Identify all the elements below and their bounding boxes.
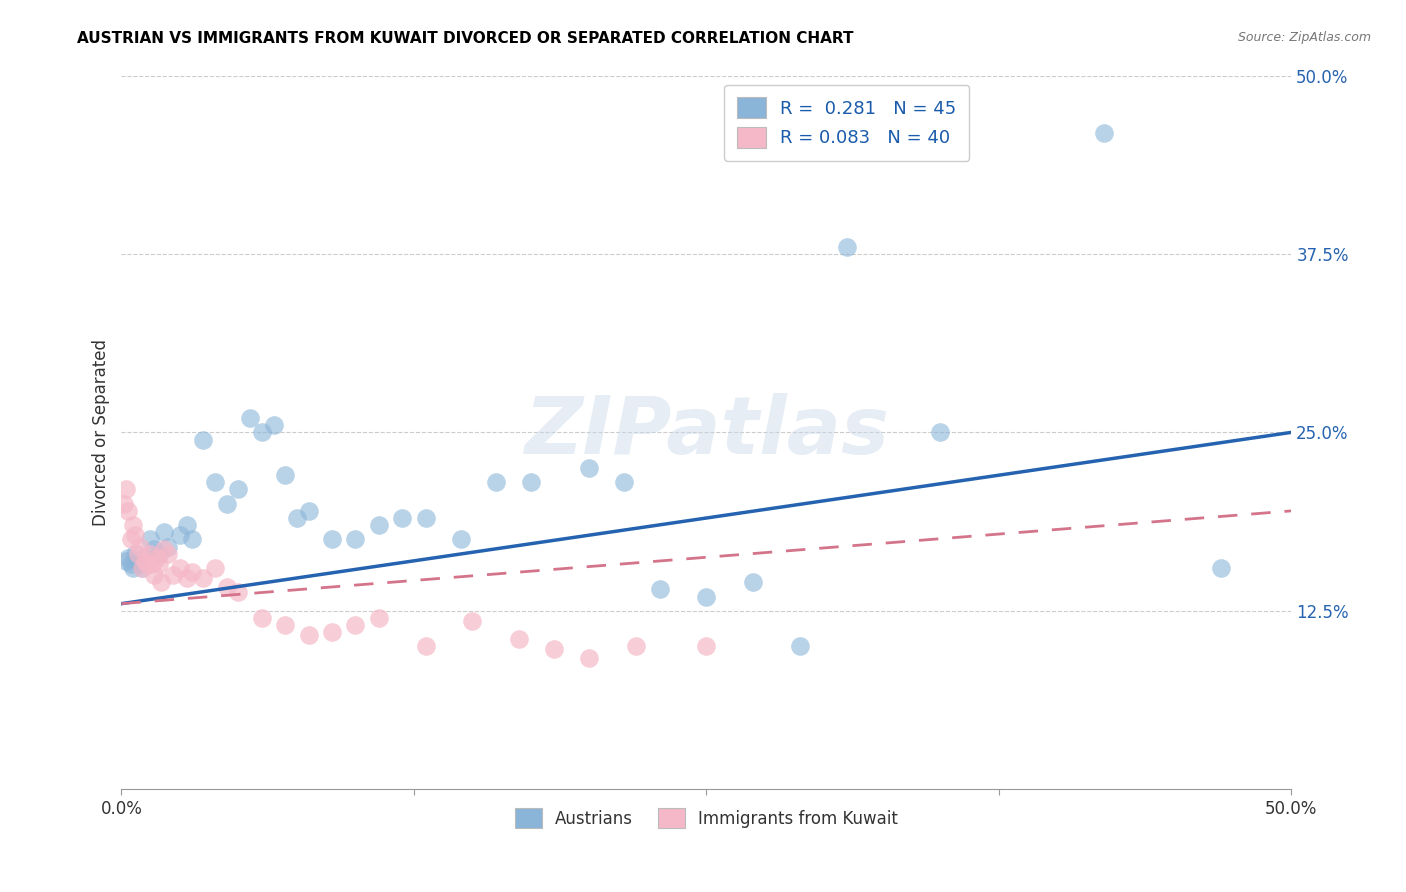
Point xyxy=(180,566,202,580)
Point xyxy=(204,561,226,575)
Point xyxy=(176,571,198,585)
Point xyxy=(508,632,530,647)
Point xyxy=(520,475,543,490)
Point xyxy=(122,561,145,575)
Point xyxy=(122,518,145,533)
Point xyxy=(263,418,285,433)
Text: ZIPatlas: ZIPatlas xyxy=(524,393,889,471)
Point xyxy=(138,547,160,561)
Point xyxy=(695,590,717,604)
Point xyxy=(624,640,647,654)
Point xyxy=(298,628,321,642)
Point xyxy=(239,411,262,425)
Point xyxy=(134,554,156,568)
Point xyxy=(461,614,484,628)
Point xyxy=(321,533,343,547)
Point xyxy=(145,551,167,566)
Point xyxy=(127,547,149,561)
Point xyxy=(215,580,238,594)
Point xyxy=(1211,561,1233,575)
Point xyxy=(298,504,321,518)
Point xyxy=(274,468,297,483)
Point xyxy=(835,240,858,254)
Point xyxy=(180,533,202,547)
Point xyxy=(115,554,138,568)
Point xyxy=(415,511,437,525)
Point xyxy=(141,557,163,571)
Point xyxy=(143,568,166,582)
Point xyxy=(112,497,135,511)
Point xyxy=(129,557,152,571)
Point xyxy=(131,561,153,575)
Point xyxy=(169,528,191,542)
Point xyxy=(117,551,139,566)
Text: AUSTRIAN VS IMMIGRANTS FROM KUWAIT DIVORCED OR SEPARATED CORRELATION CHART: AUSTRIAN VS IMMIGRANTS FROM KUWAIT DIVOR… xyxy=(77,31,853,46)
Legend: Austrians, Immigrants from Kuwait: Austrians, Immigrants from Kuwait xyxy=(509,802,904,834)
Point xyxy=(157,540,180,554)
Point xyxy=(742,575,765,590)
Point xyxy=(120,557,142,571)
Point xyxy=(134,551,156,566)
Point xyxy=(176,518,198,533)
Point xyxy=(127,554,149,568)
Point xyxy=(193,433,215,447)
Point xyxy=(204,475,226,490)
Point xyxy=(228,483,250,497)
Point xyxy=(285,511,308,525)
Point xyxy=(157,547,180,561)
Point xyxy=(367,518,389,533)
Point xyxy=(169,561,191,575)
Point xyxy=(150,575,173,590)
Y-axis label: Divorced or Separated: Divorced or Separated xyxy=(93,339,110,526)
Point xyxy=(117,504,139,518)
Point xyxy=(485,475,508,490)
Point xyxy=(124,547,146,561)
Point xyxy=(143,542,166,557)
Point xyxy=(120,533,142,547)
Point xyxy=(129,540,152,554)
Point xyxy=(578,461,600,475)
Point xyxy=(367,611,389,625)
Point xyxy=(138,533,160,547)
Point xyxy=(450,533,472,547)
Point xyxy=(321,625,343,640)
Point xyxy=(152,542,174,557)
Point xyxy=(131,561,153,575)
Point xyxy=(148,547,170,561)
Point xyxy=(148,557,170,571)
Point xyxy=(415,640,437,654)
Point xyxy=(250,425,273,440)
Point xyxy=(391,511,413,525)
Point xyxy=(1092,126,1115,140)
Point xyxy=(929,425,952,440)
Point xyxy=(613,475,636,490)
Point xyxy=(193,571,215,585)
Point xyxy=(124,528,146,542)
Point xyxy=(344,618,367,632)
Point xyxy=(695,640,717,654)
Point xyxy=(215,497,238,511)
Point xyxy=(789,640,811,654)
Point xyxy=(136,557,159,571)
Point xyxy=(152,525,174,540)
Point xyxy=(543,642,565,657)
Text: Source: ZipAtlas.com: Source: ZipAtlas.com xyxy=(1237,31,1371,45)
Point xyxy=(115,483,138,497)
Point xyxy=(648,582,671,597)
Point xyxy=(162,568,184,582)
Point xyxy=(578,651,600,665)
Point xyxy=(274,618,297,632)
Point xyxy=(344,533,367,547)
Point xyxy=(228,585,250,599)
Point xyxy=(250,611,273,625)
